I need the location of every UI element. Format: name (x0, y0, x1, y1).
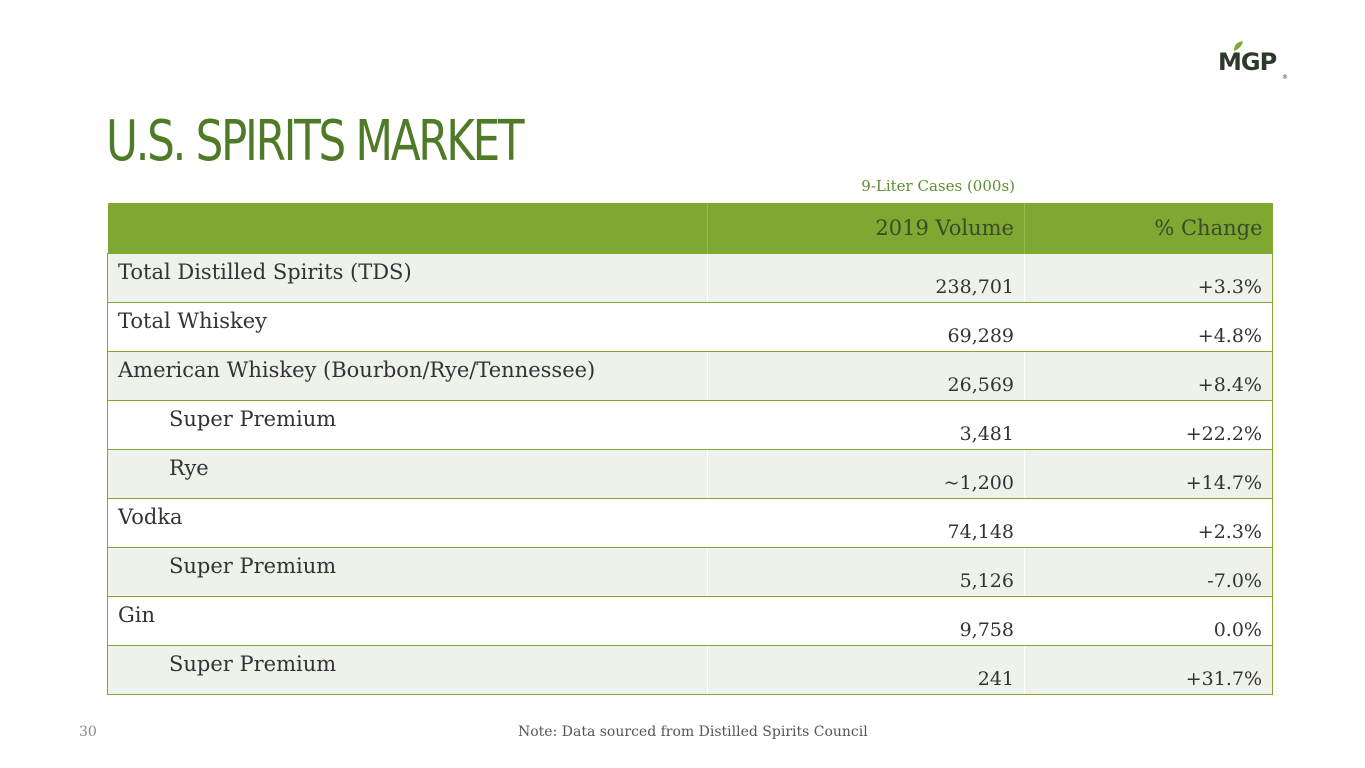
row-volume: 238,701 (707, 252, 1025, 303)
row-change: +3.3% (1024, 252, 1273, 303)
row-change: +2.3% (1024, 497, 1273, 548)
table-row: Super Premium 241 +31.7% (107, 644, 1273, 695)
row-volume: 26,569 (707, 350, 1025, 401)
table-row: Gin 9,758 0.0% (107, 595, 1273, 646)
column-header-category (107, 203, 708, 253)
row-label: Total Distilled Spirits (TDS) (107, 252, 708, 303)
table-row: Vodka 74,148 +2.3% (107, 497, 1273, 548)
page-number: 30 (79, 724, 97, 740)
column-header-volume: 2019 Volume (707, 203, 1025, 253)
logo-text: MGP (1218, 48, 1277, 76)
mgp-logo: MGP ® (1218, 40, 1302, 82)
row-volume: 3,481 (707, 399, 1025, 450)
row-change: +14.7% (1024, 448, 1273, 499)
page-title: U.S. SPIRITS MARKET (106, 109, 525, 174)
table-row: American Whiskey (Bourbon/Rye/Tennessee)… (107, 350, 1273, 401)
row-volume: 69,289 (707, 301, 1025, 352)
registered-mark: ® (1282, 74, 1288, 81)
row-label: Vodka (107, 497, 708, 548)
table-row: Super Premium 3,481 +22.2% (107, 399, 1273, 450)
row-volume: ~1,200 (707, 448, 1025, 499)
row-label: Super Premium (107, 399, 708, 450)
row-volume: 9,758 (707, 595, 1025, 646)
table-row: Total Distilled Spirits (TDS) 238,701 +3… (107, 252, 1273, 303)
row-label: American Whiskey (Bourbon/Rye/Tennessee) (107, 350, 708, 401)
row-label: Gin (107, 595, 708, 646)
row-change: +22.2% (1024, 399, 1273, 450)
row-label: Rye (107, 448, 708, 499)
table-header-row: 2019 Volume % Change (107, 203, 1273, 253)
row-change: +31.7% (1024, 644, 1273, 695)
row-label: Total Whiskey (107, 301, 708, 352)
units-label: 9-Liter Cases (000s) (861, 177, 1015, 195)
spirits-market-table: 2019 Volume % Change Total Distilled Spi… (107, 203, 1273, 695)
row-label: Super Premium (107, 546, 708, 597)
table-row: Total Whiskey 69,289 +4.8% (107, 301, 1273, 352)
source-note: Note: Data sourced from Distilled Spirit… (518, 724, 868, 740)
table-row: Rye ~1,200 +14.7% (107, 448, 1273, 499)
row-change: -7.0% (1024, 546, 1273, 597)
column-header-change: % Change (1024, 203, 1273, 253)
leaf-icon (1234, 41, 1243, 51)
row-label: Super Premium (107, 644, 708, 695)
row-change: +8.4% (1024, 350, 1273, 401)
row-volume: 5,126 (707, 546, 1025, 597)
table-row: Super Premium 5,126 -7.0% (107, 546, 1273, 597)
row-change: +4.8% (1024, 301, 1273, 352)
row-volume: 74,148 (707, 497, 1025, 548)
row-change: 0.0% (1024, 595, 1273, 646)
row-volume: 241 (707, 644, 1025, 695)
